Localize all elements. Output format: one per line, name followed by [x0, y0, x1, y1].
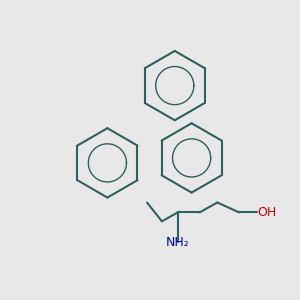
- Text: OH: OH: [257, 206, 276, 219]
- Text: NH₂: NH₂: [166, 236, 190, 249]
